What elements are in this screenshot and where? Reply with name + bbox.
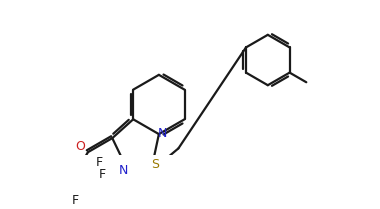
Text: N: N bbox=[119, 164, 128, 177]
Text: N: N bbox=[158, 127, 167, 140]
Text: S: S bbox=[150, 158, 159, 171]
Text: F: F bbox=[96, 156, 103, 169]
Text: O: O bbox=[76, 140, 86, 153]
Text: F: F bbox=[72, 194, 79, 207]
Text: F: F bbox=[99, 168, 106, 181]
